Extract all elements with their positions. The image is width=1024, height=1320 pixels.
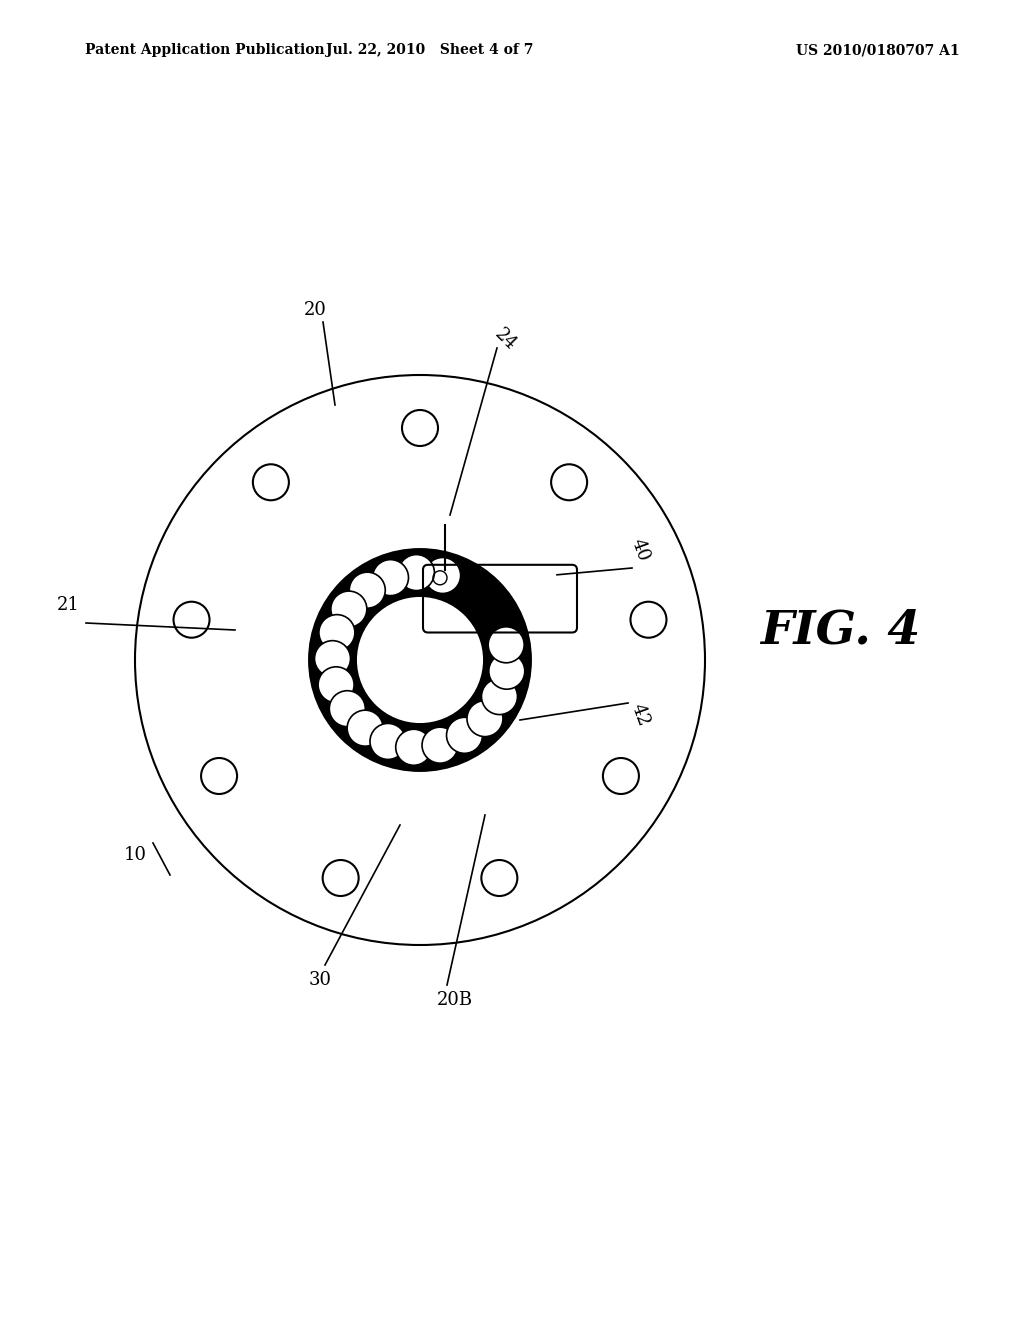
- Circle shape: [355, 595, 485, 725]
- Circle shape: [318, 667, 354, 702]
- Text: 24: 24: [490, 326, 519, 354]
- Circle shape: [488, 627, 524, 663]
- Circle shape: [481, 678, 517, 714]
- Circle shape: [398, 554, 434, 590]
- Circle shape: [310, 550, 530, 770]
- Circle shape: [314, 640, 350, 677]
- Text: 30: 30: [308, 972, 332, 989]
- Circle shape: [395, 729, 432, 766]
- Text: 21: 21: [56, 597, 80, 614]
- Text: 10: 10: [124, 846, 146, 865]
- Circle shape: [488, 653, 524, 689]
- Circle shape: [349, 572, 385, 609]
- Text: Jul. 22, 2010   Sheet 4 of 7: Jul. 22, 2010 Sheet 4 of 7: [327, 44, 534, 57]
- Circle shape: [370, 723, 406, 759]
- Circle shape: [373, 560, 409, 595]
- Circle shape: [446, 717, 482, 754]
- Text: 40: 40: [628, 536, 652, 564]
- Circle shape: [318, 615, 355, 651]
- Text: 42: 42: [628, 701, 652, 729]
- Circle shape: [347, 710, 383, 746]
- Circle shape: [330, 690, 366, 727]
- Text: 20: 20: [303, 301, 327, 319]
- Circle shape: [425, 557, 461, 594]
- Circle shape: [422, 727, 458, 763]
- Circle shape: [331, 591, 367, 627]
- Text: 20B: 20B: [437, 991, 473, 1008]
- Text: Patent Application Publication: Patent Application Publication: [85, 44, 325, 57]
- Text: FIG. 4: FIG. 4: [760, 607, 921, 653]
- Text: US 2010/0180707 A1: US 2010/0180707 A1: [797, 44, 961, 57]
- Circle shape: [467, 701, 503, 737]
